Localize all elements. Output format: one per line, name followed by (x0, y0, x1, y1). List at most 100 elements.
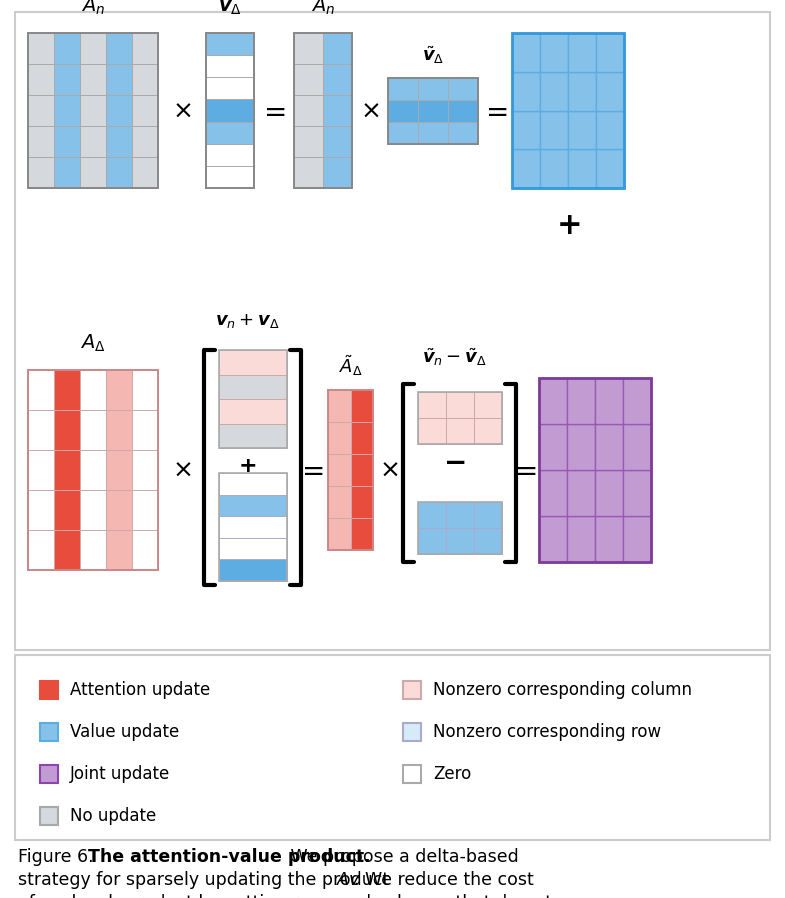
Bar (40, 681, 58, 699)
Bar (219, 374, 287, 399)
Bar (568, 149, 596, 188)
Bar (54, 530, 80, 570)
Bar (446, 392, 474, 418)
Bar (28, 126, 54, 157)
Bar (540, 72, 568, 110)
Bar (350, 422, 373, 454)
Bar (54, 126, 80, 157)
Bar (132, 95, 158, 126)
Bar (323, 95, 352, 126)
Bar (106, 126, 132, 157)
Bar (28, 530, 54, 570)
Bar (403, 765, 421, 783)
Bar (219, 559, 287, 581)
Bar (219, 538, 287, 559)
Bar (350, 454, 373, 486)
Bar (28, 410, 54, 450)
Text: $\mathbf{-}$: $\mathbf{-}$ (443, 447, 466, 475)
Text: $\mathbf{+}$: $\mathbf{+}$ (238, 456, 256, 476)
Bar (54, 490, 80, 530)
Bar (15, 12, 770, 650)
Bar (596, 110, 624, 149)
Text: Nonzero corresponding column: Nonzero corresponding column (433, 681, 692, 699)
Bar (418, 392, 502, 444)
Text: Value update: Value update (70, 723, 179, 741)
Text: $A_n$: $A_n$ (81, 0, 105, 17)
Bar (539, 378, 651, 562)
Bar (623, 470, 651, 516)
Bar (106, 64, 132, 95)
Text: $=$: $=$ (509, 456, 537, 484)
Bar (80, 410, 106, 450)
Bar (206, 55, 254, 77)
Bar (512, 72, 540, 110)
Bar (106, 490, 132, 530)
Bar (512, 33, 624, 188)
Bar (80, 490, 106, 530)
Bar (106, 370, 132, 410)
Text: $A_\Delta$: $A_\Delta$ (80, 332, 106, 354)
Text: $\times$: $\times$ (360, 99, 380, 122)
Bar (28, 157, 54, 188)
Bar (388, 77, 418, 100)
Bar (448, 100, 478, 121)
Bar (567, 470, 595, 516)
Bar (596, 149, 624, 188)
Bar (323, 64, 352, 95)
Bar (206, 144, 254, 166)
Bar (54, 410, 80, 450)
Bar (54, 95, 80, 126)
Bar (80, 95, 106, 126)
Bar (294, 33, 352, 188)
Text: $\times$: $\times$ (379, 458, 399, 482)
Bar (40, 807, 58, 825)
Bar (474, 528, 502, 554)
Bar (512, 33, 540, 72)
Bar (28, 95, 54, 126)
Bar (446, 528, 474, 554)
Bar (350, 486, 373, 518)
Bar (568, 110, 596, 149)
Bar (40, 723, 58, 741)
Text: We propose a delta-based: We propose a delta-based (285, 848, 519, 866)
Bar (106, 33, 132, 64)
Bar (132, 450, 158, 490)
Bar (539, 470, 567, 516)
Bar (512, 110, 540, 149)
Bar (219, 495, 287, 516)
Text: $Av$: $Av$ (336, 871, 361, 889)
Bar (623, 424, 651, 470)
Bar (294, 95, 323, 126)
Bar (206, 121, 254, 144)
Bar (54, 450, 80, 490)
Bar (328, 390, 350, 422)
Bar (418, 121, 448, 144)
Bar (15, 655, 770, 840)
Bar (328, 454, 350, 486)
Bar (328, 422, 350, 454)
Bar (28, 33, 54, 64)
Bar (568, 33, 596, 72)
Text: $=$: $=$ (258, 96, 286, 125)
Text: Joint update: Joint update (70, 765, 170, 783)
Text: $\boldsymbol{v}_\Delta$: $\boldsymbol{v}_\Delta$ (218, 0, 242, 17)
Bar (294, 64, 323, 95)
Bar (132, 490, 158, 530)
Bar (446, 418, 474, 444)
Bar (80, 370, 106, 410)
Bar (106, 530, 132, 570)
Bar (219, 350, 287, 374)
Bar (80, 33, 106, 64)
Text: $\tilde{\boldsymbol{v}}_\Delta$: $\tilde{\boldsymbol{v}}_\Delta$ (422, 44, 444, 66)
Bar (54, 64, 80, 95)
Bar (350, 518, 373, 550)
Bar (106, 450, 132, 490)
Bar (448, 77, 478, 100)
Bar (403, 681, 421, 699)
Bar (328, 486, 350, 518)
Text: Attention update: Attention update (70, 681, 210, 699)
Bar (567, 516, 595, 562)
Bar (219, 424, 287, 448)
Bar (623, 516, 651, 562)
Bar (540, 149, 568, 188)
